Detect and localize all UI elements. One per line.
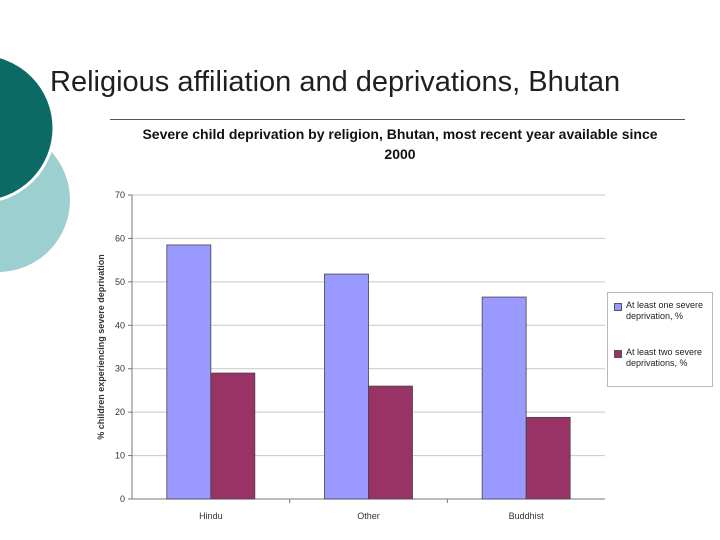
y-tick-label: 30	[115, 364, 125, 374]
legend-item-series-2: At least two severe deprivations, %	[614, 347, 710, 369]
y-tick-label: 60	[115, 233, 125, 243]
white-ring	[0, 55, 56, 201]
y-tick-label: 50	[115, 277, 125, 287]
bar-buddhist-series-2	[525, 416, 571, 500]
decorative-circles	[0, 55, 70, 272]
x-tick-label: Hindu	[199, 511, 223, 521]
bar-hindu-series-2	[210, 372, 256, 500]
dark-teal-circle	[0, 56, 54, 200]
legend-swatch-series-1	[614, 303, 622, 311]
title-divider	[110, 119, 685, 120]
x-tick-label: Other	[357, 511, 380, 521]
y-axis-label: % children experiencing severe deprivati…	[96, 254, 106, 440]
chart-title: Severe child deprivation by religion, Bh…	[142, 126, 658, 162]
bar-hindu-series-1	[166, 244, 212, 500]
legend-item-series-1: At least one severe deprivation, %	[614, 300, 710, 322]
y-tick-label: 10	[115, 451, 125, 461]
y-tick-label: 70	[115, 190, 125, 200]
y-tick-label: 20	[115, 407, 125, 417]
legend-swatch-series-2	[614, 350, 622, 358]
bar-other-series-2	[368, 385, 413, 500]
slide-title: Religious affiliation and deprivations, …	[50, 66, 621, 98]
x-tick-label: Buddhist	[509, 511, 545, 521]
chart-legend: At least one severe deprivation, % At le…	[607, 292, 713, 387]
legend-label-series-2: At least two severe deprivations, %	[626, 347, 703, 368]
bar-other-series-1	[324, 273, 369, 500]
y-tick-label: 0	[120, 494, 125, 504]
y-tick-label: 40	[115, 320, 125, 330]
bar-buddhist-series-1	[481, 296, 527, 500]
legend-label-series-1: At least one severe deprivation, %	[626, 300, 704, 321]
